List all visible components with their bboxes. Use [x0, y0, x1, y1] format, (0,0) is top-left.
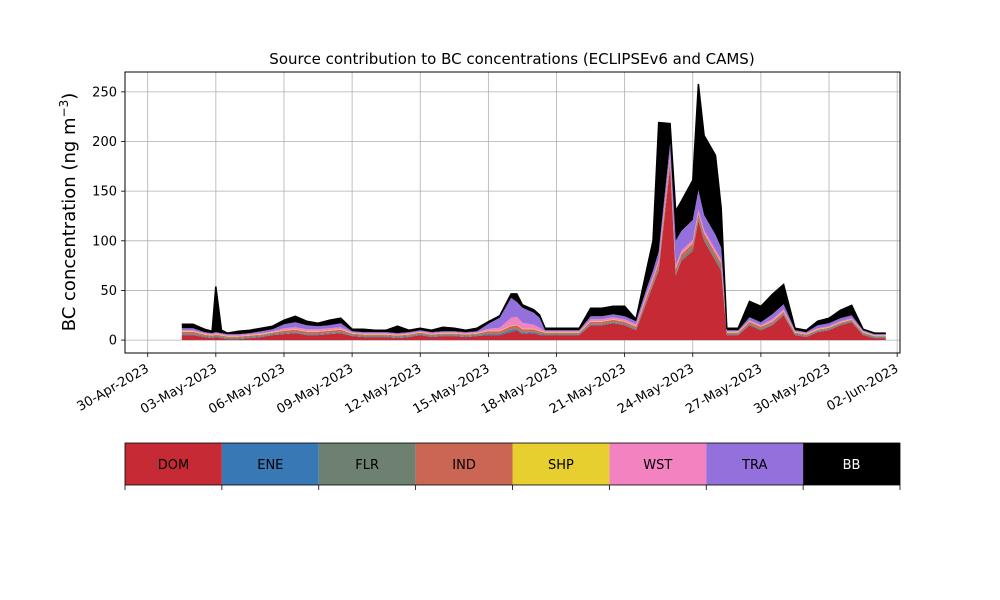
legend-swatch-ind [415, 443, 513, 485]
legend-swatch-flr [318, 443, 416, 485]
legend-label-flr: FLR [355, 458, 379, 473]
legend-label-tra: TRA [741, 458, 767, 473]
legend-label-ind: IND [452, 458, 476, 473]
legend-label-wst: WST [643, 458, 672, 473]
legend-swatch-bb [803, 443, 900, 485]
plot-frame [124, 71, 901, 354]
legend-swatch-dom [125, 443, 222, 485]
legend-label-bb: BB [843, 458, 861, 473]
y-tick-label: 0 [109, 334, 117, 349]
legend-swatch-shp [512, 443, 610, 485]
total-outline [181, 83, 886, 334]
y-axis-ticks: 0 50 100 150 200 250 [92, 85, 125, 349]
legend-label-ene: ENE [257, 458, 283, 473]
y-axis-label-text: BC concentration (ng m [59, 117, 80, 331]
total-line [181, 83, 886, 334]
y-tick-label: 250 [92, 85, 117, 100]
legend: DOM ENE FLR IND SHP WST TRA BB [124, 442, 901, 490]
y-tick-label: 50 [100, 284, 117, 299]
legend-label-dom: DOM [158, 458, 189, 473]
y-tick-label: 100 [92, 234, 117, 249]
y-axis-label-exponent: −3 [57, 100, 71, 118]
y-tick-label: 200 [92, 135, 117, 150]
legend-swatch-tra [706, 443, 804, 485]
legend-swatch-wst [609, 443, 707, 485]
area-dom [181, 166, 886, 341]
y-axis-label: BC concentration (ng m−3) [57, 93, 80, 332]
y-tick-label: 150 [92, 185, 117, 200]
y-axis-label-suffix: ) [59, 93, 80, 100]
chart-title: Source contribution to BC concentrations… [269, 50, 754, 68]
legend-label-shp: SHP [548, 458, 574, 473]
legend-swatch-ene [221, 443, 319, 485]
